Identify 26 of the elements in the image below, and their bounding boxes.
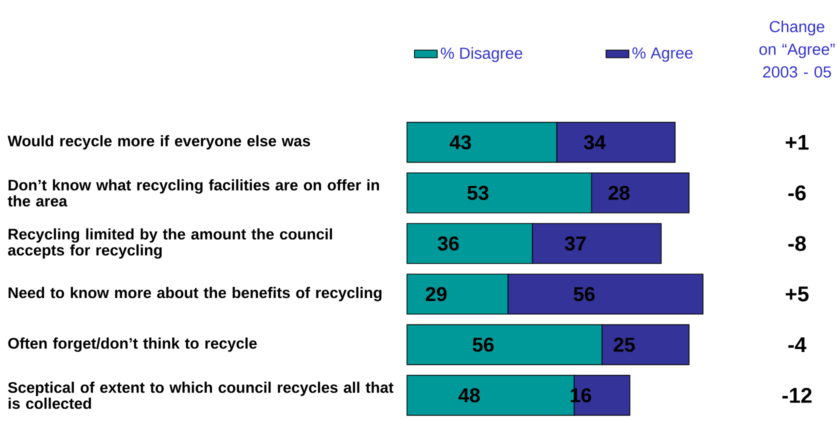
y-tick-label: Would recycle more if everyone else was	[8, 135, 310, 150]
data-label: 34	[584, 135, 606, 150]
text: -12	[782, 388, 812, 403]
data-label: 29	[426, 287, 447, 302]
data-label: 37	[564, 236, 586, 251]
y-tick-label: Recycling limited by the amount the council accepts for recycling	[8, 228, 332, 259]
data-label: 56	[574, 287, 595, 302]
y-tick-label: Don’t know what recycling facilities are on offer in the area	[8, 179, 379, 207]
text: -4	[788, 337, 806, 352]
data-label: 53	[467, 186, 488, 200]
legend-label: % Disagree	[440, 47, 522, 62]
y-tick-label: Often forget/don’t think to recycle	[8, 338, 257, 352]
text: +5	[786, 286, 809, 302]
data-label: 43	[450, 135, 471, 150]
y-tick-label: Need to know more about the benefits of recycling	[8, 286, 382, 302]
y-tick-label: Sceptical of extent to which council recycles all that is collected	[8, 382, 394, 409]
data-label: 36	[438, 236, 459, 251]
data-label: 28	[608, 186, 630, 200]
data-label: 25	[614, 338, 635, 352]
text: +1	[786, 134, 809, 150]
text: -6	[788, 185, 806, 200]
data-label: 48	[458, 388, 480, 402]
legend-label: % Agree	[632, 47, 693, 62]
text: Change on “Agree” 2003 - 05	[759, 20, 835, 78]
data-label: 56	[472, 338, 494, 352]
text: -8	[788, 236, 806, 252]
